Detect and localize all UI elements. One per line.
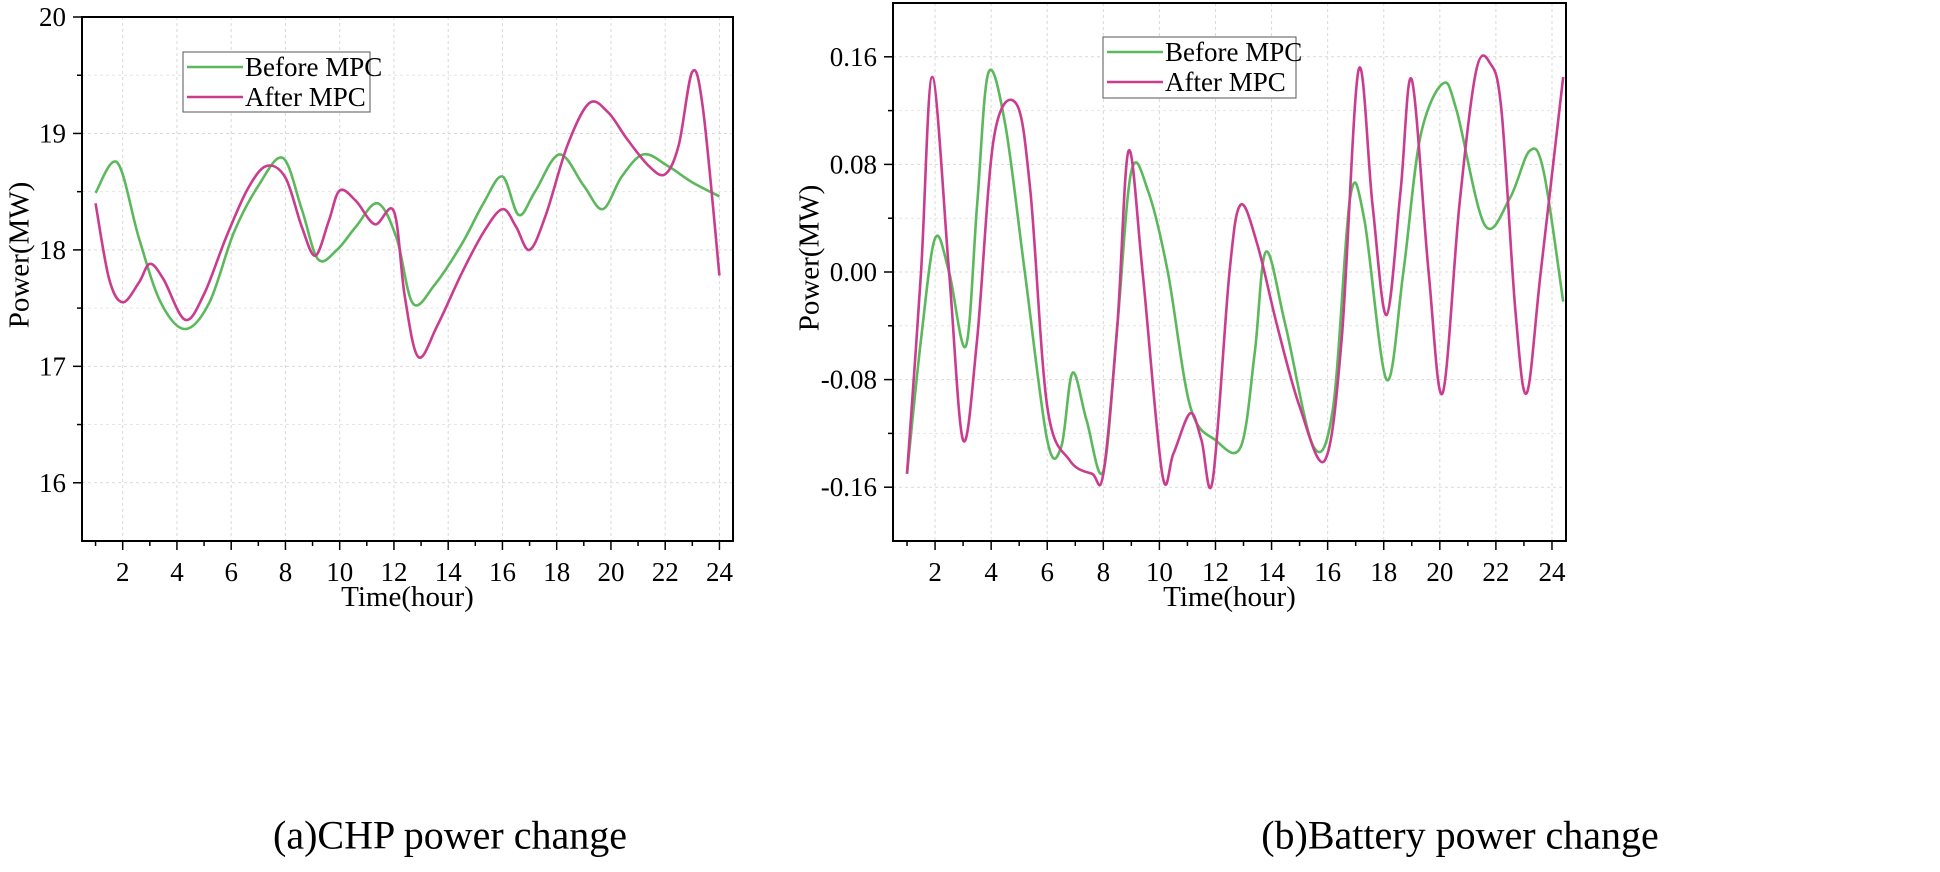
x-tick-label: 20 [597,557,624,587]
y-tick-label: 20 [39,2,66,32]
x-tick-label: 22 [1482,557,1509,587]
y-tick-label: -0.08 [821,365,877,395]
x-tick-label: 24 [1538,557,1566,587]
x-tick-label: 6 [224,557,238,587]
y-tick-label: 18 [39,235,66,265]
y-tick-label: -0.16 [821,472,877,502]
legend-label: Before MPC [1165,37,1302,67]
x-tick-label: 14 [435,557,463,587]
x-tick-label: 16 [489,557,516,587]
x-tick-label: 18 [543,557,570,587]
x-tick-label: 2 [116,557,130,587]
y-axis-title: Power(MW) [4,182,36,329]
x-tick-label: 20 [1426,557,1453,587]
grid [82,16,733,541]
chart-battery-power: 2 4 6 8 10 12 14 16 18 20 22 24-0.16-0.080.000.080.… [794,2,1567,613]
y-tick-label: 17 [39,351,66,381]
y-tick-label: 0.00 [830,257,877,287]
x-tick-label: 8 [279,557,293,587]
x-tick-label: 22 [652,557,679,587]
x-tick-label: 10 [1146,557,1173,587]
y-tick-label: 0.16 [830,42,877,72]
chart-chp-power: 2 4 6 8 10 12 14 16 18 20 22 241617181920Time(hour)… [4,2,734,613]
x-tick-label: 24 [706,557,734,587]
x-axis-title: Time(hour) [1163,581,1296,613]
x-tick-label: 16 [1314,557,1341,587]
y-axis-title: Power(MW) [794,185,826,332]
caption-b: (b)Battery power change [1261,812,1659,858]
legend-box [1102,36,1297,99]
legend-label: After MPC [245,82,366,112]
x-tick-label: 10 [326,557,353,587]
y-tick-label: 19 [39,118,66,148]
x-tick-label: 8 [1097,557,1111,587]
x-tick-label: 4 [984,557,998,587]
y-tick-label: 0.08 [830,149,877,179]
x-axis-title: Time(hour) [341,581,474,613]
legend-box [182,51,371,113]
plot-frame [81,16,734,542]
x-tick-label: 14 [1258,557,1286,587]
series-line-before-mpc [94,152,721,331]
caption-a: (a)CHP power change [273,812,627,858]
legend-label: Before MPC [245,52,382,82]
series-line-after-mpc [905,54,1565,490]
x-tick-label: 6 [1040,557,1054,587]
series-line-before-mpc [905,68,1565,476]
x-tick-label: 12 [380,557,407,587]
y-tick-label: 16 [39,468,66,498]
series-line-after-mpc [94,69,721,359]
x-tick-label: 4 [170,557,184,587]
x-tick-label: 12 [1202,557,1229,587]
x-tick-label: 18 [1370,557,1397,587]
legend-label: After MPC [1165,67,1286,97]
x-tick-label: 2 [928,557,942,587]
